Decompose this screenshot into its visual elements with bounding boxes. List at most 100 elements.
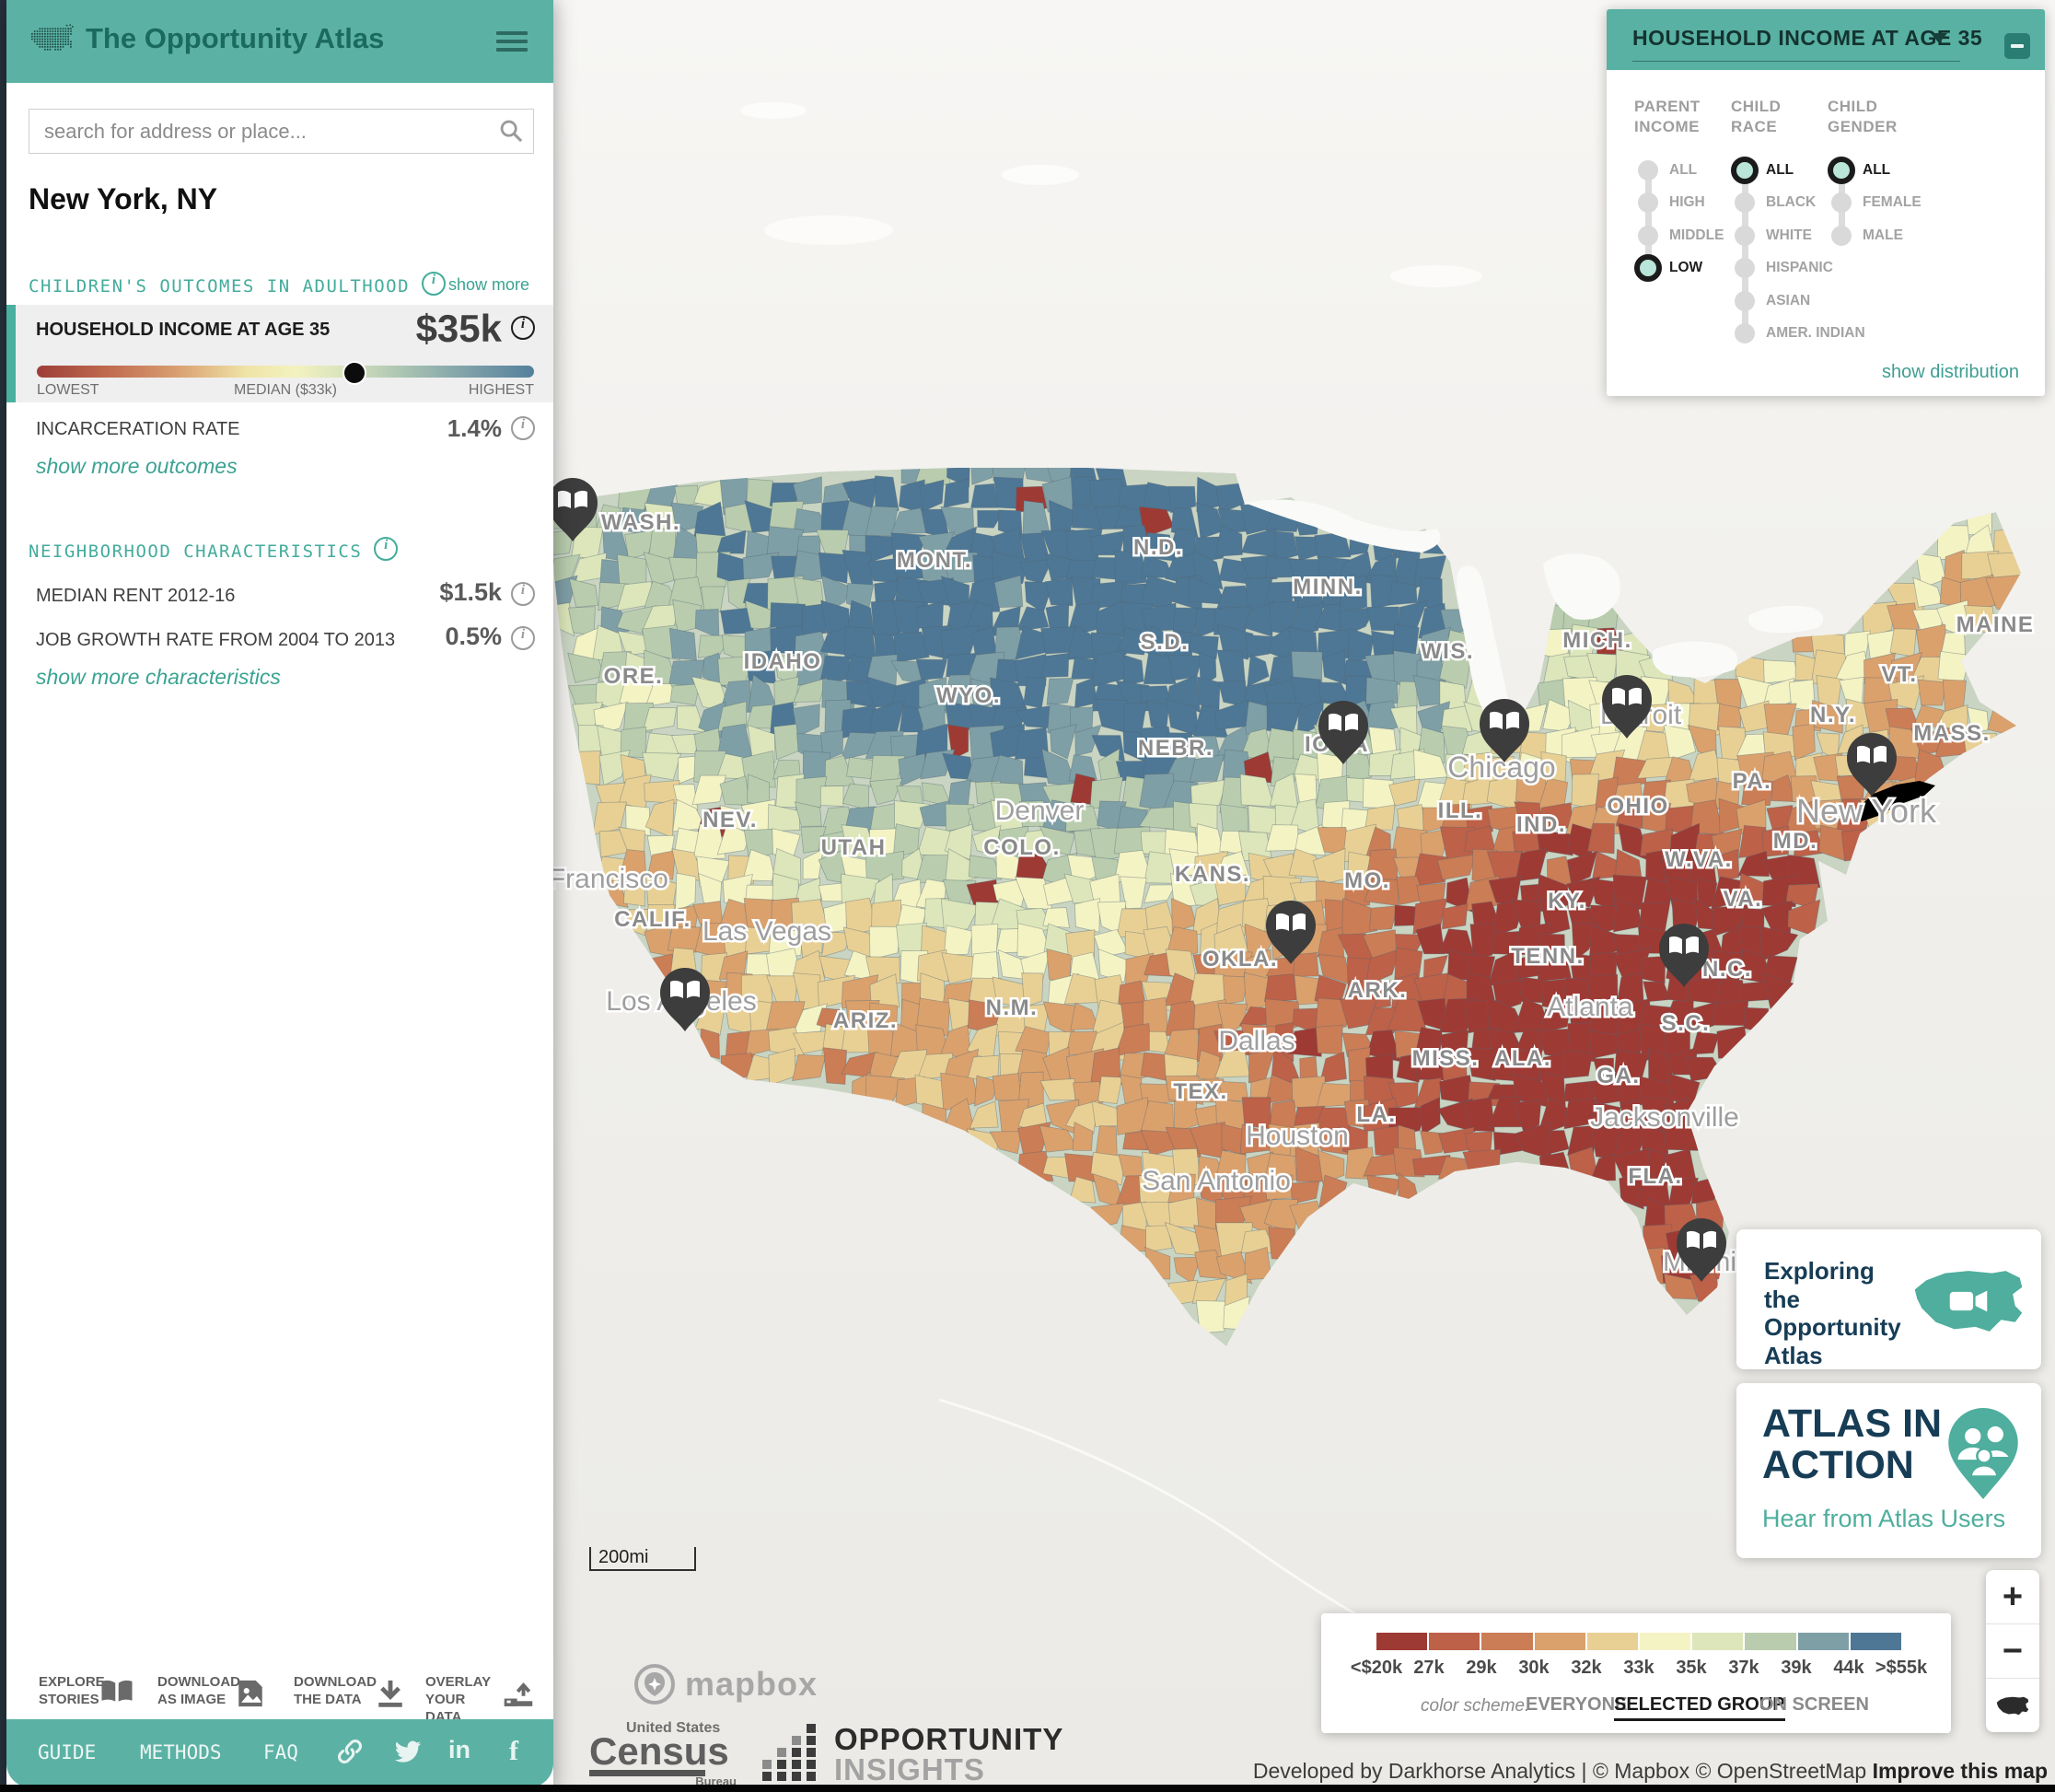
radio-middle[interactable]: MIDDLE: [1634, 219, 1724, 252]
state-label: ARK.: [1348, 978, 1408, 1003]
improve-map-link[interactable]: Improve this map: [1872, 1759, 2048, 1783]
chevron-down-icon[interactable]: [1931, 33, 1947, 43]
download-image-button[interactable]: DOWNLOAD AS IMAGE: [157, 1674, 240, 1707]
filter-metric-title[interactable]: HOUSEHOLD INCOME AT AGE 35: [1632, 26, 1983, 50]
us-extent-icon: [1996, 1696, 2029, 1715]
info-icon[interactable]: [511, 626, 535, 650]
collapse-panel-button[interactable]: [2004, 33, 2030, 59]
info-icon[interactable]: [374, 537, 399, 561]
state-label: N.M.: [986, 995, 1039, 1020]
legend-card: <$20k 27k 29k 30k 32k 33k 35k 37k 39k 44k >$55k co…: [1321, 1613, 1951, 1733]
scheme-everyone[interactable]: EVERYONE: [1526, 1694, 1628, 1715]
show-more-characteristics-link[interactable]: show more characteristics: [36, 665, 281, 689]
story-pin[interactable]: [1480, 699, 1529, 762]
faq-link[interactable]: FAQ: [263, 1741, 298, 1763]
story-pin[interactable]: [1318, 701, 1368, 764]
story-pin[interactable]: [1677, 1218, 1726, 1282]
story-pin[interactable]: [1602, 675, 1652, 739]
state-label: MASS.: [1913, 721, 1991, 746]
state-label: N.Y.: [1810, 703, 1856, 727]
atlas-in-action-card[interactable]: ATLAS IN ACTION Hear from Atlas Users: [1736, 1383, 2041, 1558]
show-more-outcomes-link[interactable]: show more outcomes: [36, 454, 238, 478]
state-label: ORE.: [604, 664, 664, 689]
state-label: FLA.: [1628, 1164, 1682, 1189]
radio-black[interactable]: BLACK: [1731, 187, 1865, 220]
us-map-video-icon: [1914, 1271, 2023, 1332]
zoom-controls: + −: [1986, 1570, 2039, 1732]
story-pin[interactable]: [1266, 901, 1316, 964]
sidebar: The Opportunity Atlas New York, NY CHILD…: [6, 0, 553, 1792]
city-label: Houston: [1246, 1121, 1349, 1151]
overlay-data-button[interactable]: OVERLAY YOUR DATA: [425, 1674, 491, 1725]
radio-hispanic[interactable]: HISPANIC: [1731, 252, 1865, 285]
great-lake: [1747, 605, 1824, 634]
radio-all[interactable]: ALL: [1828, 154, 1921, 187]
book-icon[interactable]: [99, 1678, 135, 1707]
story-pin[interactable]: [1847, 733, 1897, 797]
show-distribution-link[interactable]: show distribution: [1882, 362, 2019, 382]
bar-label-lowest: LOWEST: [37, 382, 99, 398]
great-lake: [1543, 553, 1620, 621]
legend-tick: 44k: [1833, 1658, 1864, 1678]
story-pin[interactable]: [548, 478, 598, 541]
story-pin[interactable]: [1659, 924, 1709, 987]
download-data-button[interactable]: DOWNLOAD THE DATA: [294, 1674, 377, 1707]
info-icon[interactable]: [511, 582, 535, 606]
zoom-in-button[interactable]: +: [1986, 1570, 2039, 1624]
explore-stories-button[interactable]: EXPLORE STORIES: [39, 1674, 105, 1707]
state-label: VT.: [1881, 662, 1917, 687]
story-pin[interactable]: [660, 968, 710, 1031]
menu-icon[interactable]: [496, 31, 528, 56]
radio-white[interactable]: WHITE: [1731, 219, 1865, 252]
state-label: MONT.: [897, 548, 972, 573]
guide-link[interactable]: GUIDE: [38, 1741, 97, 1763]
radio-all[interactable]: ALL: [1634, 154, 1724, 187]
state-label: S.C.: [1662, 1011, 1711, 1036]
legend-color-block: [1481, 1633, 1535, 1650]
info-icon[interactable]: [422, 272, 446, 296]
state-label: MINN.: [1293, 575, 1363, 599]
image-icon[interactable]: [235, 1678, 266, 1709]
census-bureau-logo: United States Census Bureau: [589, 1720, 737, 1788]
radio-male[interactable]: MALE: [1828, 219, 1921, 252]
linkedin-icon[interactable]: in: [448, 1736, 470, 1763]
radio-all[interactable]: ALL: [1731, 154, 1865, 187]
show-more-metrics-link[interactable]: show more: [447, 275, 529, 294]
radio-asian[interactable]: ASIAN: [1731, 285, 1865, 318]
legend-color-block: [1376, 1633, 1430, 1650]
zoom-out-button[interactable]: −: [1986, 1624, 2039, 1679]
link-icon[interactable]: [334, 1736, 366, 1767]
twitter-icon[interactable]: [391, 1736, 424, 1767]
legend-tick: <$20k: [1350, 1658, 1403, 1678]
legend-tick: 37k: [1728, 1658, 1759, 1678]
zoom-extent-button[interactable]: [1986, 1679, 2039, 1732]
outcomes-section-header: CHILDREN'S OUTCOMES IN ADULTHOOD: [29, 272, 446, 297]
radio-high[interactable]: HIGH: [1634, 187, 1724, 220]
radio-amer-indian[interactable]: AMER. INDIAN: [1731, 318, 1865, 351]
search-icon[interactable]: [498, 118, 524, 144]
state-label: OHIO: [1607, 794, 1668, 819]
state-label: CALIF.: [614, 907, 691, 932]
mapbox-logo[interactable]: mapbox: [633, 1663, 818, 1705]
selected-region-long-island[interactable]: [1851, 781, 1935, 821]
legend-tick: 39k: [1781, 1658, 1812, 1678]
methods-link[interactable]: METHODS: [140, 1741, 222, 1763]
info-icon[interactable]: [511, 416, 535, 440]
radio-female[interactable]: FEMALE: [1828, 187, 1921, 220]
search-input[interactable]: [42, 111, 488, 152]
info-icon[interactable]: [511, 316, 535, 340]
state-label: PA.: [1733, 769, 1772, 794]
download-icon[interactable]: [375, 1678, 406, 1709]
state-label: W.VA.: [1665, 847, 1733, 872]
city-label: San Antonio: [1142, 1166, 1291, 1196]
state-label: ALA.: [1494, 1046, 1551, 1071]
upload-icon[interactable]: [502, 1678, 535, 1709]
scheme-on-screen[interactable]: ON SCREEN: [1759, 1694, 1869, 1715]
state-label: ARIZ.: [833, 1008, 898, 1033]
scheme-selected-group[interactable]: SELECTED GROUP: [1614, 1694, 1785, 1721]
exploring-atlas-card[interactable]: Exploring the Opportunity Atlas: [1736, 1229, 2041, 1369]
radio-low[interactable]: LOW: [1634, 252, 1724, 285]
metric-row-household-income[interactable]: HOUSEHOLD INCOME AT AGE 35 $35k LOWEST M…: [6, 305, 553, 402]
facebook-icon[interactable]: f: [509, 1736, 518, 1766]
filter-group-label: CHILD RACE: [1731, 98, 1782, 136]
